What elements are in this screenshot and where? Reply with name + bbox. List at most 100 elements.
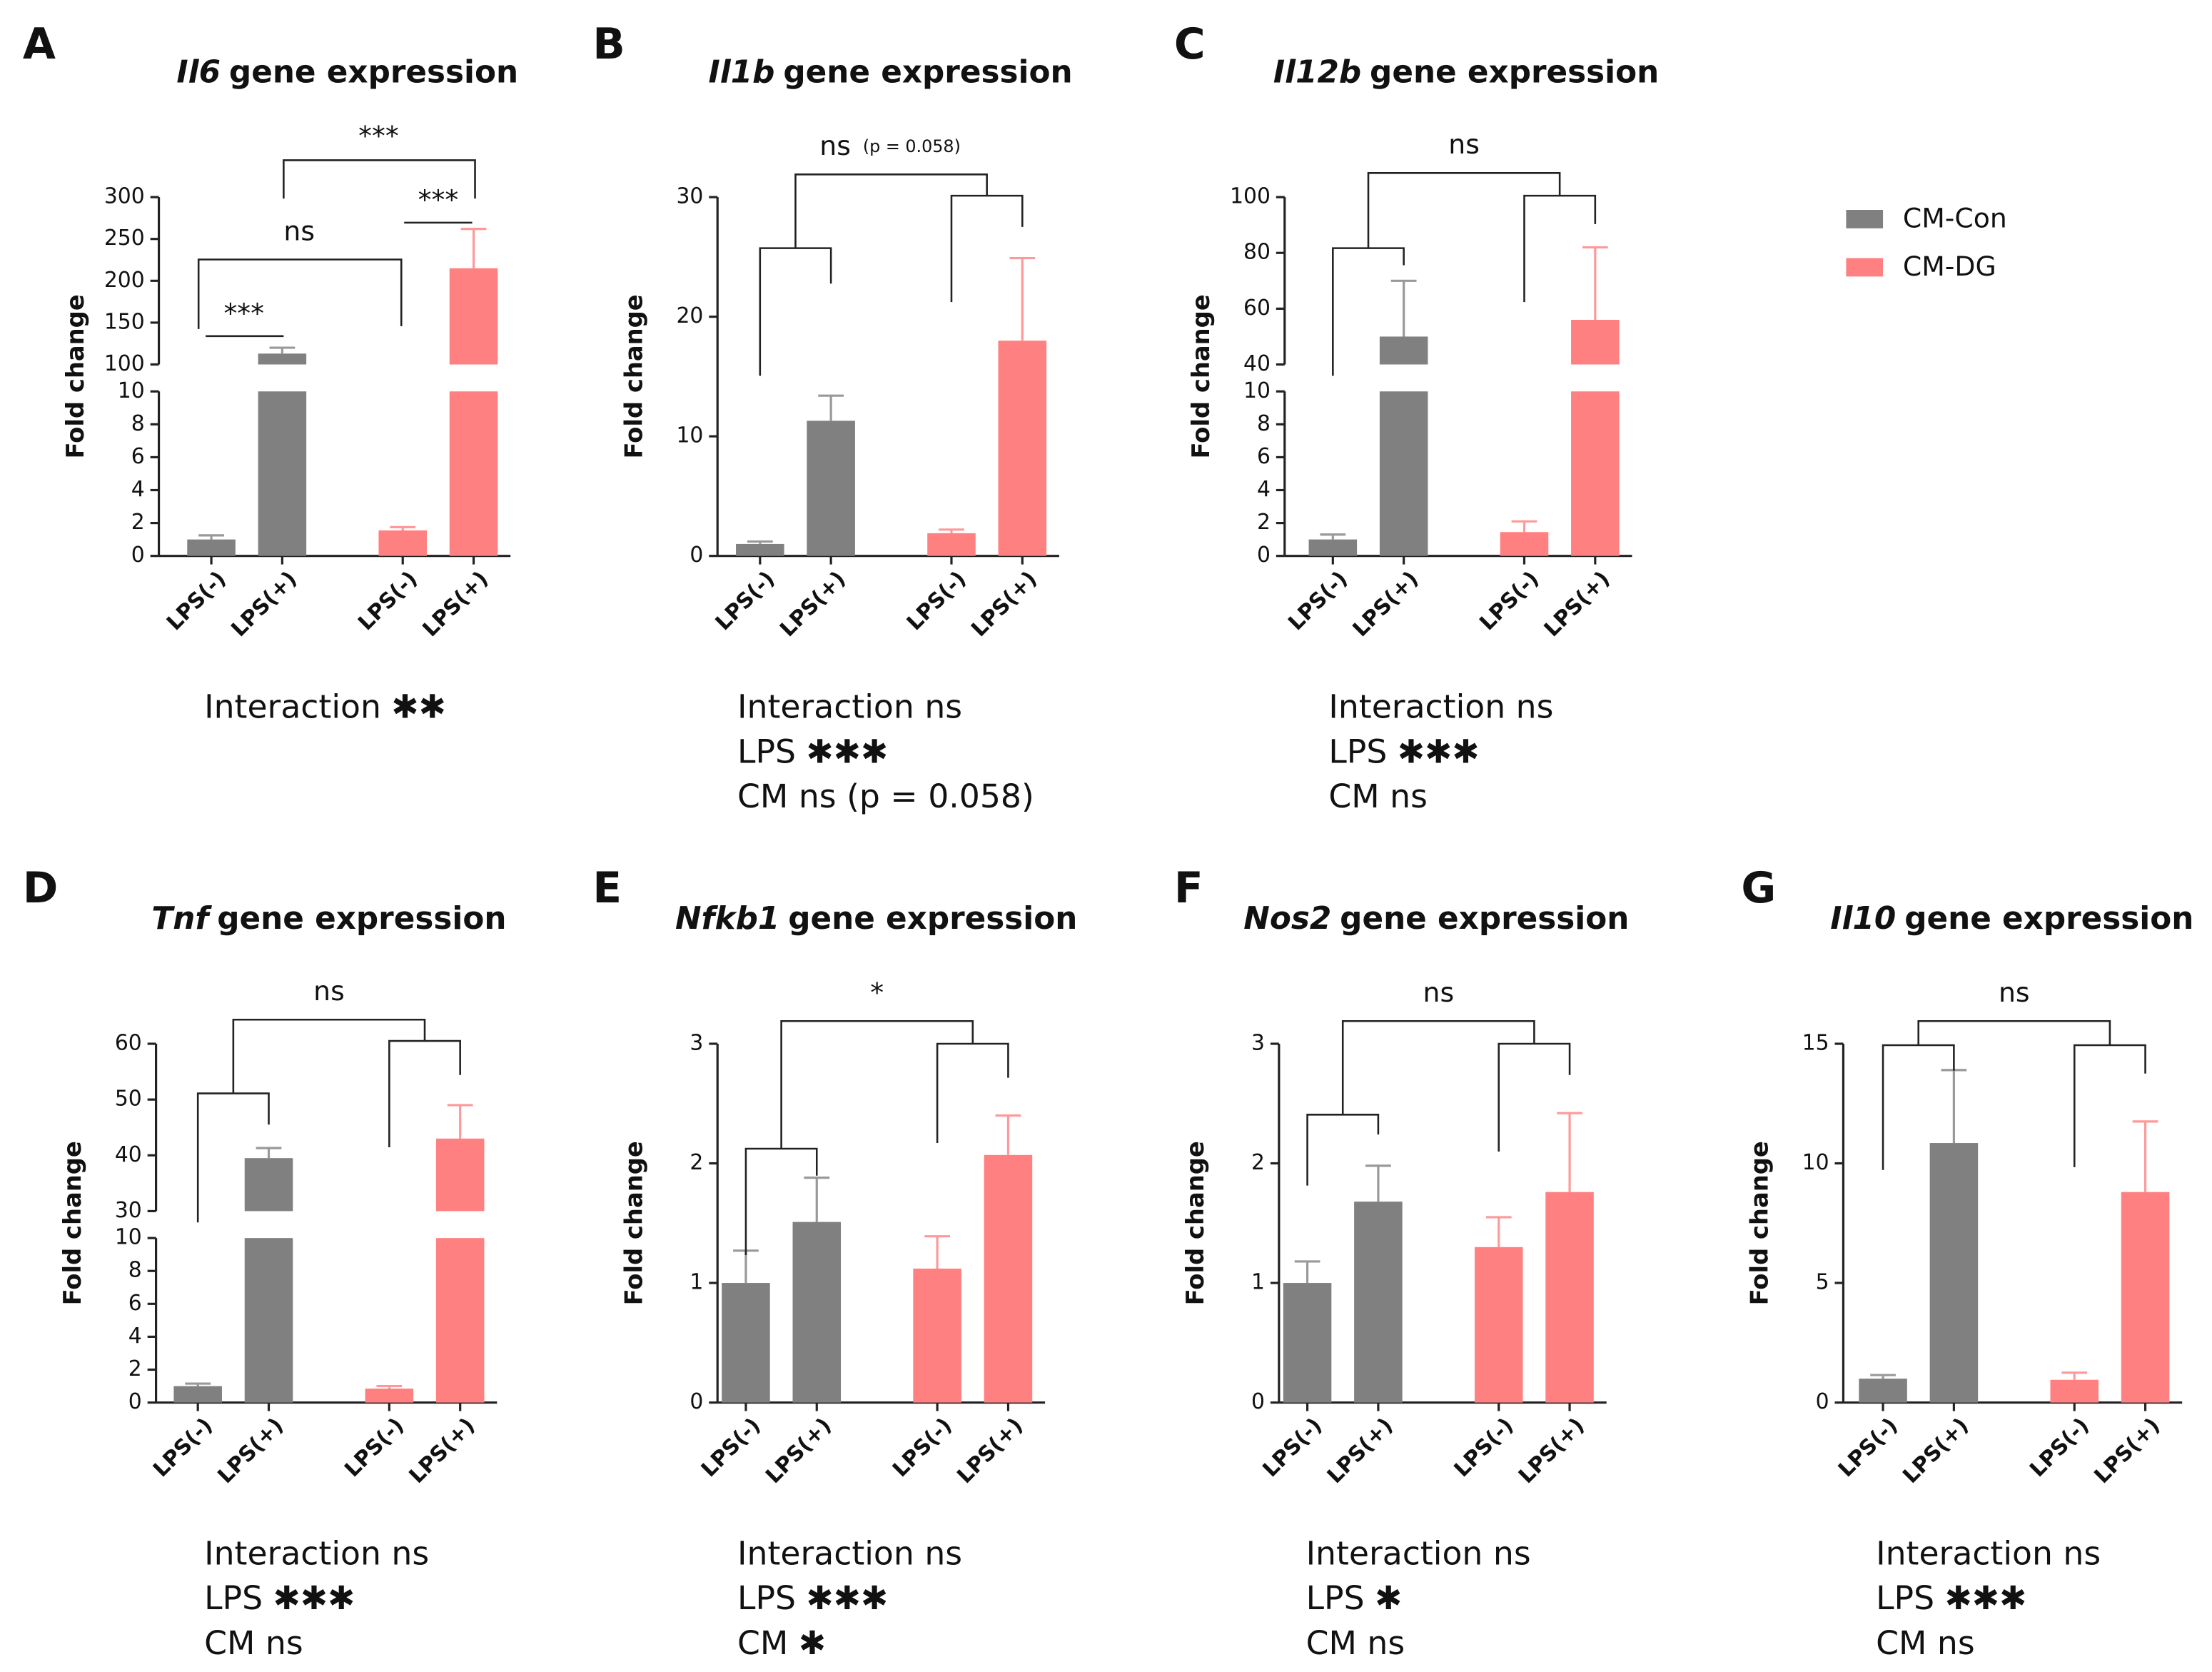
- x-tick-label: LPS(+): [1514, 1413, 1590, 1489]
- error-bar: [198, 534, 224, 540]
- title-gene: Il6: [176, 54, 221, 90]
- error-bar: [2132, 1120, 2158, 1192]
- y-tick-label: 6: [131, 444, 145, 469]
- panel: E Nfkb1 gene expression Fold change 0 1 2 3 LPS(…: [592, 864, 1077, 1662]
- bracket: [759, 247, 832, 376]
- panel: A Il6 gene expression Fold change 0 2 4 6 8 10100…: [23, 20, 518, 726]
- error-bar: [747, 540, 773, 544]
- y-tick-label: 300: [104, 184, 145, 209]
- bracket: [2073, 1044, 2146, 1167]
- title-text: gene expression: [788, 900, 1077, 937]
- y-tick-label: 15: [1802, 1031, 1829, 1056]
- title-gene: Il10: [1830, 900, 1896, 937]
- y-tick-label: 250: [104, 226, 145, 251]
- error-bar: [2061, 1371, 2088, 1380]
- bar: [173, 1386, 222, 1403]
- error-bar: [939, 528, 964, 533]
- x-tick-label: LPS(-): [1283, 566, 1353, 635]
- bar: [1571, 391, 1620, 556]
- y-tick-label: 10: [676, 423, 703, 448]
- title-text: gene expression: [217, 900, 506, 937]
- y-tick-label: 8: [1257, 411, 1271, 436]
- stat-line: CM ns: [1306, 1624, 1405, 1662]
- chart-title: Il10 gene expression: [1830, 900, 2193, 937]
- error-bar: [1941, 1069, 1967, 1144]
- stat-line: LPS ✱✱✱: [737, 732, 888, 770]
- bar: [984, 1154, 1033, 1403]
- bracket: [388, 1039, 461, 1148]
- x-tick-label: LPS(-): [902, 566, 971, 635]
- stat-line: CM ✱: [737, 1624, 826, 1662]
- x-tick-label: LPS(-): [1258, 1413, 1327, 1482]
- error-bar: [924, 1235, 950, 1269]
- y-tick-label: 0: [1251, 1389, 1265, 1414]
- y-tick-label: 2: [1251, 1150, 1265, 1175]
- x-tick-label: LPS(-): [2025, 1413, 2094, 1482]
- y-tick-label: 200: [104, 268, 145, 293]
- y-axis-label: Fold change: [1746, 1141, 1774, 1305]
- title-gene: Tnf: [151, 900, 212, 937]
- bar: [1308, 539, 1358, 556]
- y-tick-label: 0: [128, 1389, 142, 1414]
- y-tick-label: 0: [690, 1389, 703, 1414]
- panel-letter: A: [23, 20, 56, 69]
- bar: [449, 268, 498, 365]
- error-bar: [185, 1382, 211, 1386]
- title-gene: Nfkb1: [675, 900, 779, 937]
- bracket: [1523, 194, 1597, 303]
- title-text: gene expression: [1904, 900, 2193, 937]
- y-tick-label: 0: [1816, 1389, 1829, 1414]
- x-tick-label: LPS(+): [952, 1413, 1028, 1489]
- y-tick-label: 60: [1243, 296, 1271, 321]
- panel-letter: E: [592, 864, 622, 913]
- y-tick-label: 10: [118, 378, 145, 403]
- bracket: [283, 159, 476, 199]
- error-bar: [1557, 1112, 1582, 1192]
- y-tick-label: 10: [1802, 1150, 1829, 1175]
- error-bar: [1009, 256, 1036, 341]
- x-tick-label: LPS(+): [1898, 1413, 1974, 1489]
- x-tick-label: LPS(-): [888, 1413, 957, 1482]
- panel-letter: F: [1174, 864, 1203, 913]
- comparison-label: ***: [418, 184, 459, 216]
- error-bar: [995, 1114, 1021, 1155]
- title-text: gene expression: [229, 54, 518, 90]
- x-tick-label: LPS(+): [775, 566, 851, 642]
- error-bar: [1294, 1260, 1320, 1284]
- bar: [1929, 1143, 1979, 1403]
- bar: [258, 353, 307, 365]
- legend: CM-Con CM-DG: [1846, 202, 2007, 282]
- bracket: [950, 194, 1024, 303]
- chart-title: Il1b gene expression: [709, 54, 1073, 90]
- y-tick-label: 0: [1257, 543, 1271, 568]
- y-tick-label: 3: [1251, 1031, 1265, 1056]
- comparison-label: ns: [1999, 977, 2030, 1008]
- x-tick-label: LPS(+): [2089, 1413, 2165, 1489]
- stat-line: CM ns: [204, 1624, 303, 1662]
- comparison-label: ns: [313, 975, 345, 1007]
- y-tick-label: 2: [128, 1356, 142, 1381]
- bar: [378, 530, 428, 556]
- y-tick-label: 0: [131, 543, 145, 568]
- stat-line: Interaction ns: [1876, 1535, 2101, 1573]
- bar: [1283, 1283, 1332, 1403]
- error-bar: [818, 394, 844, 421]
- x-tick-label: LPS(-): [697, 1413, 766, 1482]
- x-tick-label: LPS(+): [761, 1413, 837, 1489]
- x-tick-label: LPS(-): [148, 1413, 218, 1482]
- panel: C Il12b gene expression Fold change 0 2 4 6 8 104…: [1174, 20, 1659, 815]
- bracket: [936, 1042, 1009, 1144]
- bracket: [794, 173, 988, 248]
- bar: [435, 1138, 485, 1212]
- error-bar: [376, 1384, 403, 1389]
- error-bar: [804, 1177, 830, 1222]
- x-tick-label: LPS(+): [1540, 566, 1615, 642]
- y-tick-label: 80: [1243, 240, 1271, 265]
- bar: [736, 543, 784, 556]
- bracket: [1367, 172, 1561, 248]
- bracket: [232, 1018, 426, 1094]
- y-axis-label: Fold change: [620, 1141, 648, 1305]
- error-bar: [1485, 1216, 1512, 1247]
- stat-line: Interaction ✱✱: [204, 688, 446, 726]
